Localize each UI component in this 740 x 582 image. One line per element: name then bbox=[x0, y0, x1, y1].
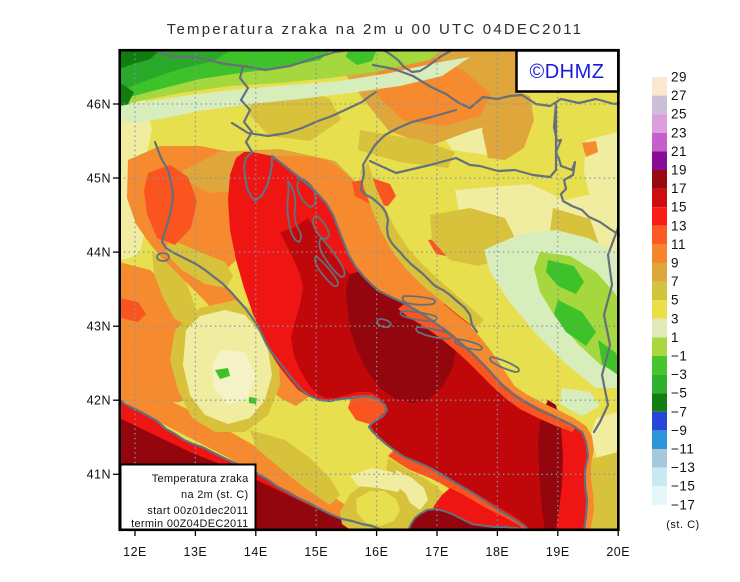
svg-text:−5: −5 bbox=[671, 386, 687, 401]
svg-text:17E: 17E bbox=[425, 545, 449, 559]
svg-text:14E: 14E bbox=[244, 545, 268, 559]
svg-text:46N: 46N bbox=[87, 98, 111, 112]
svg-text:42N: 42N bbox=[87, 394, 111, 408]
svg-text:11: 11 bbox=[671, 237, 686, 252]
svg-text:5: 5 bbox=[671, 293, 679, 308]
svg-text:25: 25 bbox=[671, 107, 687, 122]
svg-text:1: 1 bbox=[671, 330, 679, 345]
svg-text:41N: 41N bbox=[87, 468, 111, 482]
svg-text:15E: 15E bbox=[304, 545, 328, 559]
svg-text:29: 29 bbox=[671, 70, 687, 85]
svg-text:termin 00Z04DEC2011: termin 00Z04DEC2011 bbox=[131, 518, 248, 530]
svg-text:7: 7 bbox=[671, 274, 679, 289]
svg-text:©DHMZ: ©DHMZ bbox=[530, 61, 605, 83]
svg-text:−1: −1 bbox=[671, 349, 687, 364]
svg-text:3: 3 bbox=[671, 311, 679, 326]
svg-text:44N: 44N bbox=[87, 246, 111, 260]
svg-text:−11: −11 bbox=[671, 442, 694, 457]
svg-text:−17: −17 bbox=[671, 497, 695, 512]
svg-text:17: 17 bbox=[671, 181, 687, 196]
svg-text:18E: 18E bbox=[486, 545, 510, 559]
svg-text:Temperatura zraka na 2m u 00 U: Temperatura zraka na 2m u 00 UTC 04DEC20… bbox=[167, 21, 583, 38]
svg-text:−15: −15 bbox=[671, 479, 695, 494]
svg-text:9: 9 bbox=[671, 256, 679, 271]
svg-text:19: 19 bbox=[671, 163, 687, 178]
svg-text:13: 13 bbox=[671, 218, 687, 233]
svg-text:−3: −3 bbox=[671, 367, 687, 382]
svg-text:21: 21 bbox=[671, 144, 687, 159]
svg-text:43N: 43N bbox=[87, 320, 111, 334]
svg-text:20E: 20E bbox=[606, 545, 630, 559]
svg-text:na 2m (st. C): na 2m (st. C) bbox=[181, 489, 248, 501]
svg-text:Temperatura zraka: Temperatura zraka bbox=[152, 473, 249, 485]
svg-text:15: 15 bbox=[671, 200, 687, 215]
svg-text:(st. C): (st. C) bbox=[666, 519, 699, 531]
svg-text:19E: 19E bbox=[546, 545, 570, 559]
svg-text:−9: −9 bbox=[671, 423, 687, 438]
svg-text:−7: −7 bbox=[671, 404, 687, 419]
svg-text:13E: 13E bbox=[184, 545, 208, 559]
svg-text:start 00z01dec2011: start 00z01dec2011 bbox=[147, 505, 248, 517]
svg-text:27: 27 bbox=[671, 88, 687, 103]
svg-text:23: 23 bbox=[671, 125, 687, 140]
svg-text:16E: 16E bbox=[365, 545, 389, 559]
svg-text:12E: 12E bbox=[123, 545, 147, 559]
svg-text:−13: −13 bbox=[671, 460, 695, 475]
svg-text:45N: 45N bbox=[87, 172, 111, 186]
